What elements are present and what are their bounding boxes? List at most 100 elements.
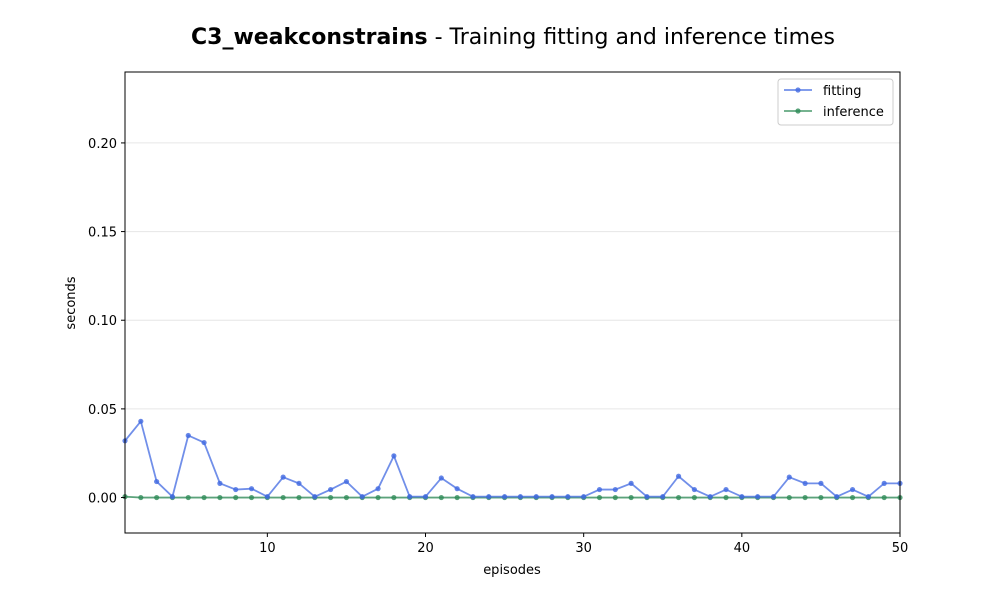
point-fitting (675, 473, 682, 479)
point-inference (786, 494, 792, 501)
point-fitting (660, 494, 666, 500)
point-inference (849, 494, 856, 501)
point-inference (675, 494, 682, 501)
point-fitting (407, 494, 413, 500)
point-fitting (517, 494, 524, 500)
point-fitting (169, 494, 176, 500)
point-fitting (818, 480, 824, 486)
point-fitting (881, 480, 887, 486)
legend: fitting inference (777, 78, 894, 126)
point-fitting (802, 480, 808, 486)
legend-label-inference: inference (823, 105, 884, 120)
point-inference (612, 494, 618, 501)
point-fitting (375, 486, 381, 492)
point-inference (217, 494, 223, 501)
point-inference (343, 494, 350, 501)
point-fitting (470, 494, 476, 500)
point-inference (154, 494, 160, 501)
plot-frame (124, 71, 901, 534)
x-axis: 10 20 30 40 50 (259, 533, 908, 556)
y-tick-label: 0.05 (88, 403, 117, 418)
chart-title-rest: - Training fitting and inference times (428, 25, 835, 50)
chart-title-bold: C3_weakconstrains (191, 25, 428, 50)
point-fitting (739, 494, 745, 500)
y-axis-label: seconds (64, 276, 79, 329)
y-axis: 0.00 0.05 0.10 0.15 0.20 (88, 137, 125, 507)
point-fitting (264, 494, 270, 500)
point-inference (391, 494, 397, 501)
point-fitting (628, 480, 634, 486)
point-fitting (217, 480, 223, 486)
point-fitting (138, 418, 144, 424)
point-fitting (422, 494, 429, 500)
x-tick-label: 30 (575, 541, 592, 556)
legend-marker-inference (795, 108, 801, 114)
point-fitting (849, 486, 856, 493)
plot-area (122, 418, 903, 501)
point-fitting (233, 486, 239, 493)
point-fitting (454, 486, 460, 492)
point-fitting (154, 478, 160, 485)
point-fitting (770, 494, 777, 500)
point-inference (438, 494, 444, 501)
point-inference (454, 494, 460, 501)
grid (125, 142, 900, 499)
point-inference (818, 494, 824, 501)
point-inference (185, 494, 191, 501)
y-tick-label: 0.00 (88, 492, 117, 507)
legend-marker-fitting (795, 87, 801, 93)
point-fitting (248, 486, 255, 492)
chart-title: C3_weakconstrains - Training fitting and… (191, 25, 835, 50)
y-tick-label: 0.10 (88, 314, 117, 329)
x-tick-label: 40 (734, 541, 751, 556)
point-fitting (549, 494, 555, 500)
y-tick-label: 0.15 (88, 226, 117, 241)
x-tick-label: 50 (892, 541, 909, 556)
point-inference (802, 494, 808, 501)
point-fitting (865, 494, 871, 500)
point-fitting (391, 453, 397, 459)
series-line-fitting (124, 419, 900, 499)
point-fitting (691, 486, 697, 493)
point-inference (628, 494, 634, 501)
point-fitting (755, 494, 761, 500)
point-fitting (533, 494, 539, 500)
point-fitting (596, 486, 603, 493)
point-fitting (343, 478, 350, 485)
point-inference (596, 494, 603, 501)
point-inference (201, 494, 207, 501)
point-fitting (612, 486, 618, 493)
point-fitting (501, 494, 508, 500)
point-inference (233, 494, 239, 501)
point-fitting (581, 494, 587, 500)
point-inference (328, 494, 334, 501)
point-fitting (723, 486, 729, 493)
x-tick-label: 10 (259, 541, 276, 556)
point-fitting (359, 494, 365, 500)
point-inference (723, 494, 729, 501)
point-fitting (707, 494, 713, 500)
point-inference (280, 494, 286, 501)
point-fitting (201, 439, 207, 446)
point-fitting (328, 486, 334, 493)
point-fitting (786, 474, 792, 480)
point-fitting (565, 494, 571, 500)
point-fitting (280, 474, 286, 480)
point-inference (138, 494, 144, 501)
point-fitting (438, 475, 444, 481)
y-tick-label: 0.20 (88, 137, 117, 152)
point-inference (881, 494, 887, 501)
x-tick-label: 20 (417, 541, 434, 556)
point-fitting (185, 432, 191, 439)
point-inference (375, 494, 381, 501)
point-fitting (644, 494, 650, 500)
point-fitting (312, 494, 318, 500)
legend-label-fitting: fitting (823, 84, 862, 99)
point-inference (691, 494, 697, 501)
point-inference (296, 494, 302, 501)
point-fitting (296, 480, 302, 486)
point-fitting (834, 494, 840, 500)
x-axis-label: episodes (483, 563, 541, 578)
point-fitting (486, 494, 492, 500)
